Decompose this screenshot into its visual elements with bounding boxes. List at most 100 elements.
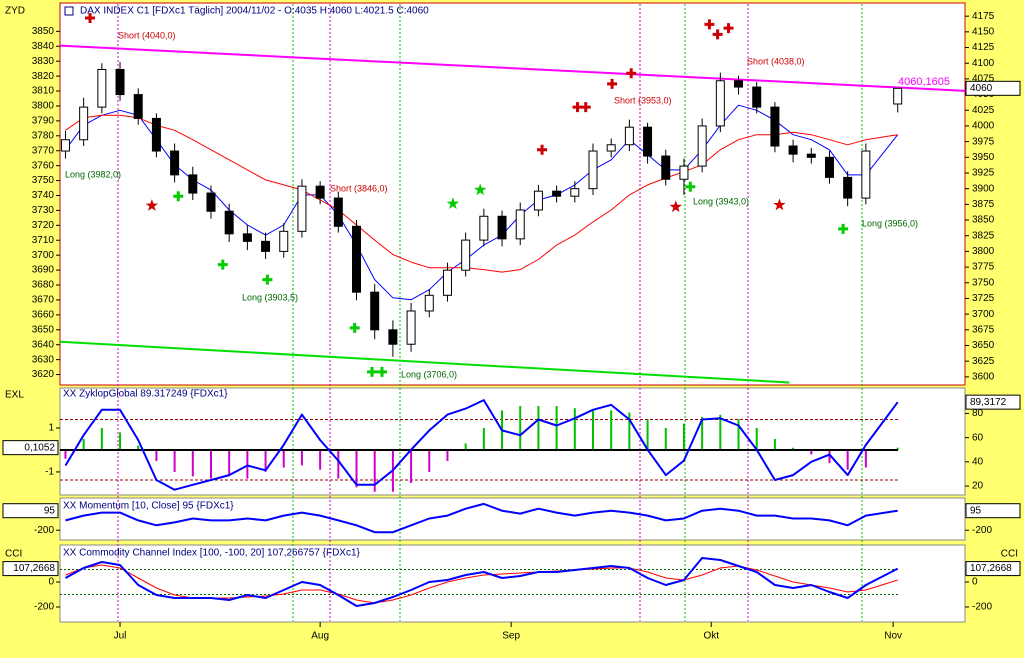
candle-body [170,150,180,176]
candle-body [479,215,489,241]
y-tick-label: 3650 [32,324,55,335]
histogram-bar [428,449,431,472]
y2-tick-label: 20 [972,481,984,492]
y2-tick-label: 4150 [972,26,995,37]
signal-plus [217,259,228,270]
signal-label: Long (3943,0) [693,196,749,206]
candle-body [442,269,452,296]
x-tick-label: Nov [884,631,902,642]
candle-body [115,68,125,96]
candle-body [315,185,325,199]
moving-average [65,104,899,301]
y-tick-label: 3690 [32,265,55,276]
y2-tick-label: 4075 [972,74,995,85]
signal-plus [85,13,96,24]
candle-body [461,239,471,271]
x-tick-label: Aug [311,631,329,642]
value-box [2,503,59,519]
panel-title: XX Commodity Channel Index [100, -100, 2… [63,548,361,559]
histogram-bar [246,449,249,479]
y-tick-label: 3640 [32,339,55,350]
histogram-bar [555,406,558,450]
candle-body [279,230,289,252]
value-box-label: 0,1052 [24,442,55,453]
value-box [965,561,1021,577]
y-tick-label: -1 [45,467,54,478]
x-tick-label: Sep [502,631,520,642]
signal-label: Short (3953,0) [614,95,672,105]
y2-tick-label: 3650 [972,340,995,351]
candle-body [242,233,252,242]
histogram-bar [173,449,176,472]
y2-tick-label: 3725 [972,293,995,304]
histogram-bar [137,445,140,450]
histogram-bar [482,427,485,450]
y2-tick-label: 3900 [972,183,995,194]
signal-label: Long (3982,0) [65,169,121,179]
histogram-bar [628,412,631,450]
signal-plus [262,274,273,285]
histogram-bar [896,447,899,450]
signal-plus [376,366,387,377]
signal-star [669,200,682,213]
signal-label: Long (3956,0) [862,218,918,228]
signal-plus [626,68,637,79]
y-tick-label: 3840 [32,41,55,52]
x-tick-label: Jul [114,631,127,642]
y2-tick-label: 3600 [972,371,995,382]
y-tick-label: 3830 [32,56,55,67]
value-box-label: 95 [44,505,56,516]
y2-tick-label: 3850 [972,215,995,226]
candle-body [752,86,762,108]
panel-title: XX ZyklopGlobal 89.317249 {FDXc1} [63,389,228,400]
y-axis-label: ZYD [5,6,25,17]
y-tick-label: 3730 [32,205,55,216]
histogram-bar [810,449,813,455]
candle-body [352,225,362,293]
y2-tick-label: -200 [972,602,992,613]
y-tick-label: 3660 [32,310,55,321]
y2-tick-label: 4025 [972,105,995,116]
y2-tick-label: 3775 [972,262,995,273]
candle-body [893,87,903,105]
signal-plus [580,102,591,113]
y2-tick-label: 4000 [972,121,995,132]
candle-body [206,192,216,212]
y2-tick-label: 3975 [972,136,995,147]
histogram-bar [64,449,67,459]
histogram-bar [337,449,340,479]
y-tick-label: 3680 [32,280,55,291]
value-box [2,440,59,456]
histogram-bar [410,449,413,483]
candle-body [861,150,871,199]
signal-plus [685,181,696,192]
histogram-bar [537,406,540,450]
y-tick-label: -200 [34,525,54,536]
y2-tick-label: 3750 [972,277,995,288]
candle-body [224,210,234,235]
candle-body [734,80,744,88]
trend-line-label: 4060,1605 [898,76,950,88]
candle-body [424,294,434,312]
histogram-bar [792,447,795,450]
y2-tick-label: 0 [972,577,978,588]
candle-body [697,125,707,167]
y2-tick-label: 3875 [972,199,995,210]
y2-tick-label: 4175 [972,11,995,22]
histogram-bar [355,449,358,488]
signal-label: Short (4040,0) [118,30,176,40]
histogram-bar [719,414,722,450]
signal-plus [537,144,548,155]
candle-body [770,106,780,147]
x-tick-label: Okt [703,631,719,642]
y-tick-label: 0 [48,577,54,588]
candle-body [788,145,798,155]
candle-body [188,174,198,194]
value-box [2,561,59,577]
histogram-bar [864,449,867,468]
histogram-bar [591,410,594,450]
candle-body [60,139,70,152]
indicator-line [65,557,899,607]
histogram-bar [664,427,667,450]
